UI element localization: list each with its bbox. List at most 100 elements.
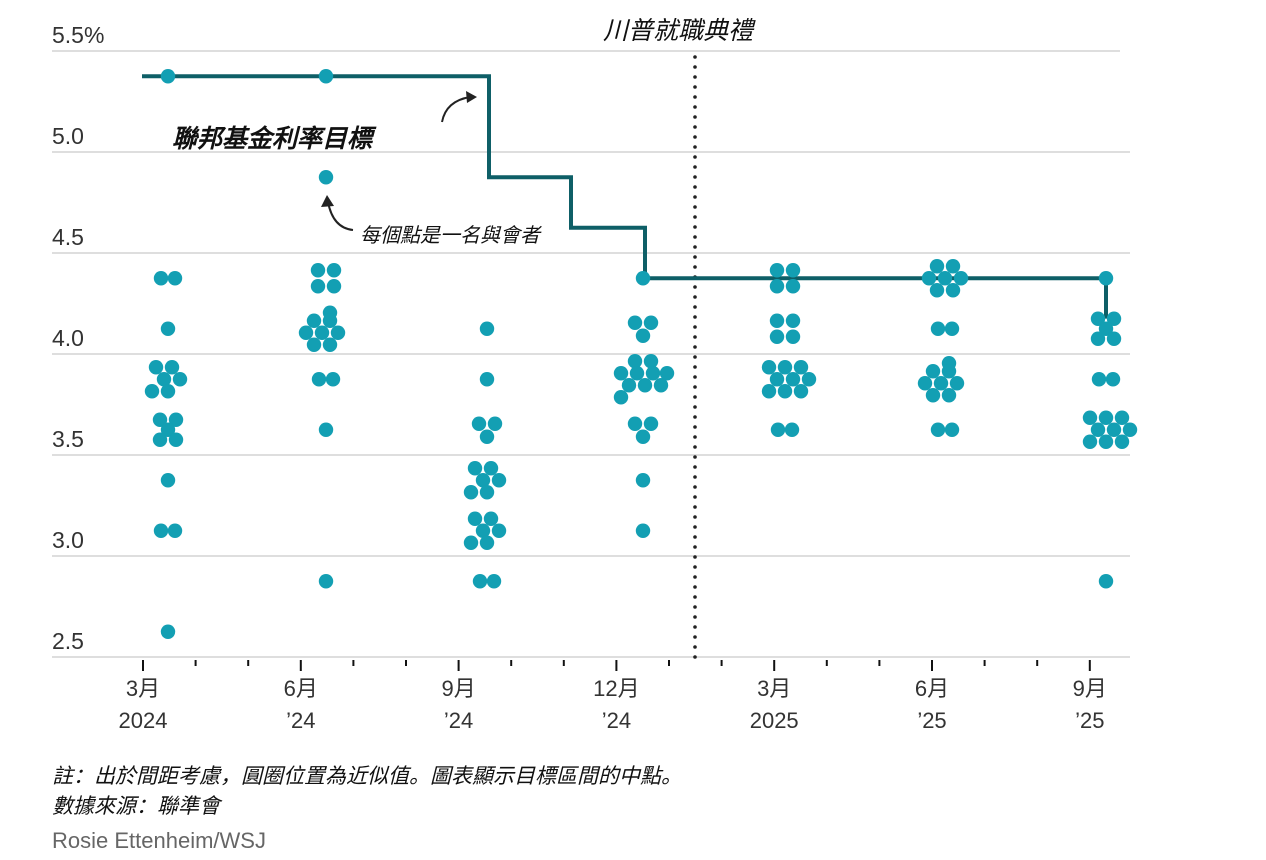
dotted-line-dot [693,415,697,419]
dotted-line-dot [693,155,697,159]
participant-dot [475,473,491,488]
dotted-line-dot [693,115,697,119]
participant-dot [152,412,168,427]
participant-dot [1090,422,1106,437]
participant-dot [310,263,326,278]
participant-dot [326,279,342,294]
participant-dot [160,473,176,488]
dotted-line-dot [693,335,697,339]
participant-dot [310,279,326,294]
participant-dot [318,574,334,589]
dotted-line-dot [693,125,697,129]
dotted-line-dot [693,135,697,139]
x-tick-month: 6月 [915,676,949,701]
dotted-line-dot [693,655,697,659]
participant-dot [153,523,169,538]
participant-dot [1098,574,1114,589]
dotted-line-dot [693,65,697,69]
participant-dot [653,378,669,393]
participant-dot [921,271,937,286]
participant-dot [467,461,483,476]
participant-dot [1098,321,1114,336]
participant-dot [941,364,957,379]
dotted-line-dot [693,75,697,79]
x-tick-month: 9月 [441,676,475,701]
participant-dot [784,422,800,437]
dotted-line-dot [693,395,697,399]
participant-dot [1114,434,1130,449]
participant-dot [627,315,643,330]
participant-dot [917,376,933,391]
participant-dot [925,388,941,403]
participant-dot [635,328,651,343]
participant-dot [325,372,341,387]
participant-dot [1106,422,1122,437]
y-tick-label: 4.5 [52,224,84,250]
dotted-line-dot [693,285,697,289]
x-tick-month: 9月 [1073,676,1107,701]
chart-footer: 註：出於間距考慮，圓圈位置為近似值。圖表顯示目標區間的中點。 數據來源：聯準會 … [52,762,682,856]
x-tick-year: ’24 [602,708,631,733]
dotted-line-dot [693,185,697,189]
dotted-line-dot [693,145,697,149]
participant-dot [168,432,184,447]
dotted-line-dot [693,565,697,569]
participant-dot [769,329,785,344]
dotted-line-dot [693,215,697,219]
dotted-line-dot [693,635,697,639]
arrow-to-dot-head-icon [321,195,334,207]
dotted-line-dot [693,195,697,199]
participant-dot [1090,331,1106,346]
participant-dot [949,376,965,391]
participant-dot [930,321,946,336]
participant-dot [172,372,188,387]
participant-dot [144,384,160,399]
participant-dot [463,535,479,550]
participant-dot [635,473,651,488]
dotted-line-dot [693,485,697,489]
y-tick-label: 2.5 [52,628,84,654]
dotted-line-dot [693,595,697,599]
participant-dot [306,313,322,328]
participant-dot [326,263,342,278]
dotted-line-dot [693,645,697,649]
participant-dot [785,313,801,328]
participant-dot [777,360,793,375]
dotted-line-dot [693,95,697,99]
participant-dot [929,259,945,274]
participant-dots [144,69,1138,639]
x-tick-year: ’25 [1075,708,1104,733]
dotted-line-dot [693,245,697,249]
dotted-line-dot [693,265,697,269]
participant-dot [479,535,495,550]
participant-dot [168,412,184,427]
participant-dot [479,321,495,336]
dotted-line-dot [693,615,697,619]
participant-dot [463,485,479,500]
dotted-line-dot [693,515,697,519]
footnote: 註：出於間距考慮，圓圈位置為近似值。圖表顯示目標區間的中點。 [52,765,682,788]
participant-dot [1082,410,1098,425]
participant-dot [487,416,503,431]
dotted-line-dot [693,205,697,209]
arrow-to-line-head-icon [466,91,477,103]
gridlines [52,50,1130,658]
dotted-line-dot [693,605,697,609]
participant-dot [769,279,785,294]
participant-dot [643,315,659,330]
dotted-line-dot [693,475,697,479]
dotted-line-dot [693,585,697,589]
participant-dot [471,416,487,431]
participant-dot [167,271,183,286]
dotted-line-dot [693,175,697,179]
participant-dot [164,360,180,375]
participant-dot [761,360,777,375]
dotted-line-dot [693,345,697,349]
arrow-to-line-icon [441,96,471,123]
participant-dot [467,511,483,526]
inauguration-marker [693,55,697,659]
participant-dot [941,388,957,403]
participant-dot [785,263,801,278]
x-axis: 3月 2024 6月 ’24 9月 ’24 12月 ’24 3月 2025 6月 ’25 9月 ’25 [119,660,1107,733]
dotted-line-dot [693,495,697,499]
